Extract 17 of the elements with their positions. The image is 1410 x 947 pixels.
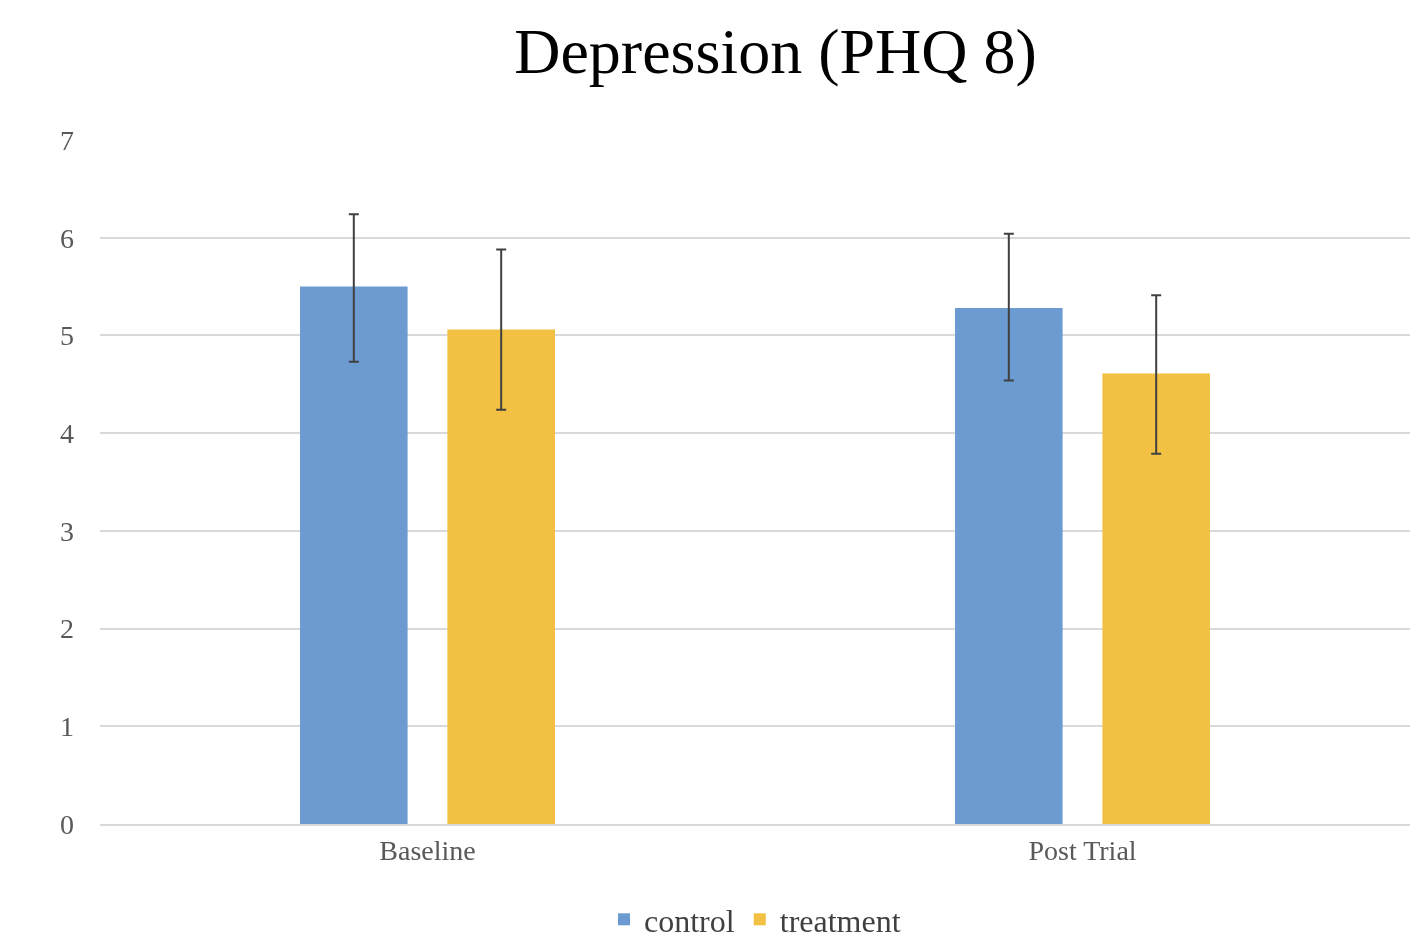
bar xyxy=(300,286,408,824)
y-tick-label: 2 xyxy=(60,613,74,645)
legend-label: control xyxy=(644,902,735,939)
y-tick-label: 7 xyxy=(60,124,74,156)
x-tick-label: Baseline xyxy=(379,834,476,866)
y-tick-label: 4 xyxy=(60,417,74,449)
chart-title: Depression (PHQ 8) xyxy=(514,16,1037,88)
legend-label: treatment xyxy=(779,902,901,939)
bar xyxy=(447,329,555,824)
bar xyxy=(955,308,1063,824)
y-tick-label: 3 xyxy=(60,515,74,547)
bar xyxy=(1102,373,1210,824)
y-tick-label: 0 xyxy=(60,808,74,840)
y-tick-label: 6 xyxy=(60,222,74,254)
y-tick-label: 1 xyxy=(60,711,74,743)
x-tick-label: Post Trial xyxy=(1028,834,1137,866)
y-tick-label: 5 xyxy=(60,320,74,352)
